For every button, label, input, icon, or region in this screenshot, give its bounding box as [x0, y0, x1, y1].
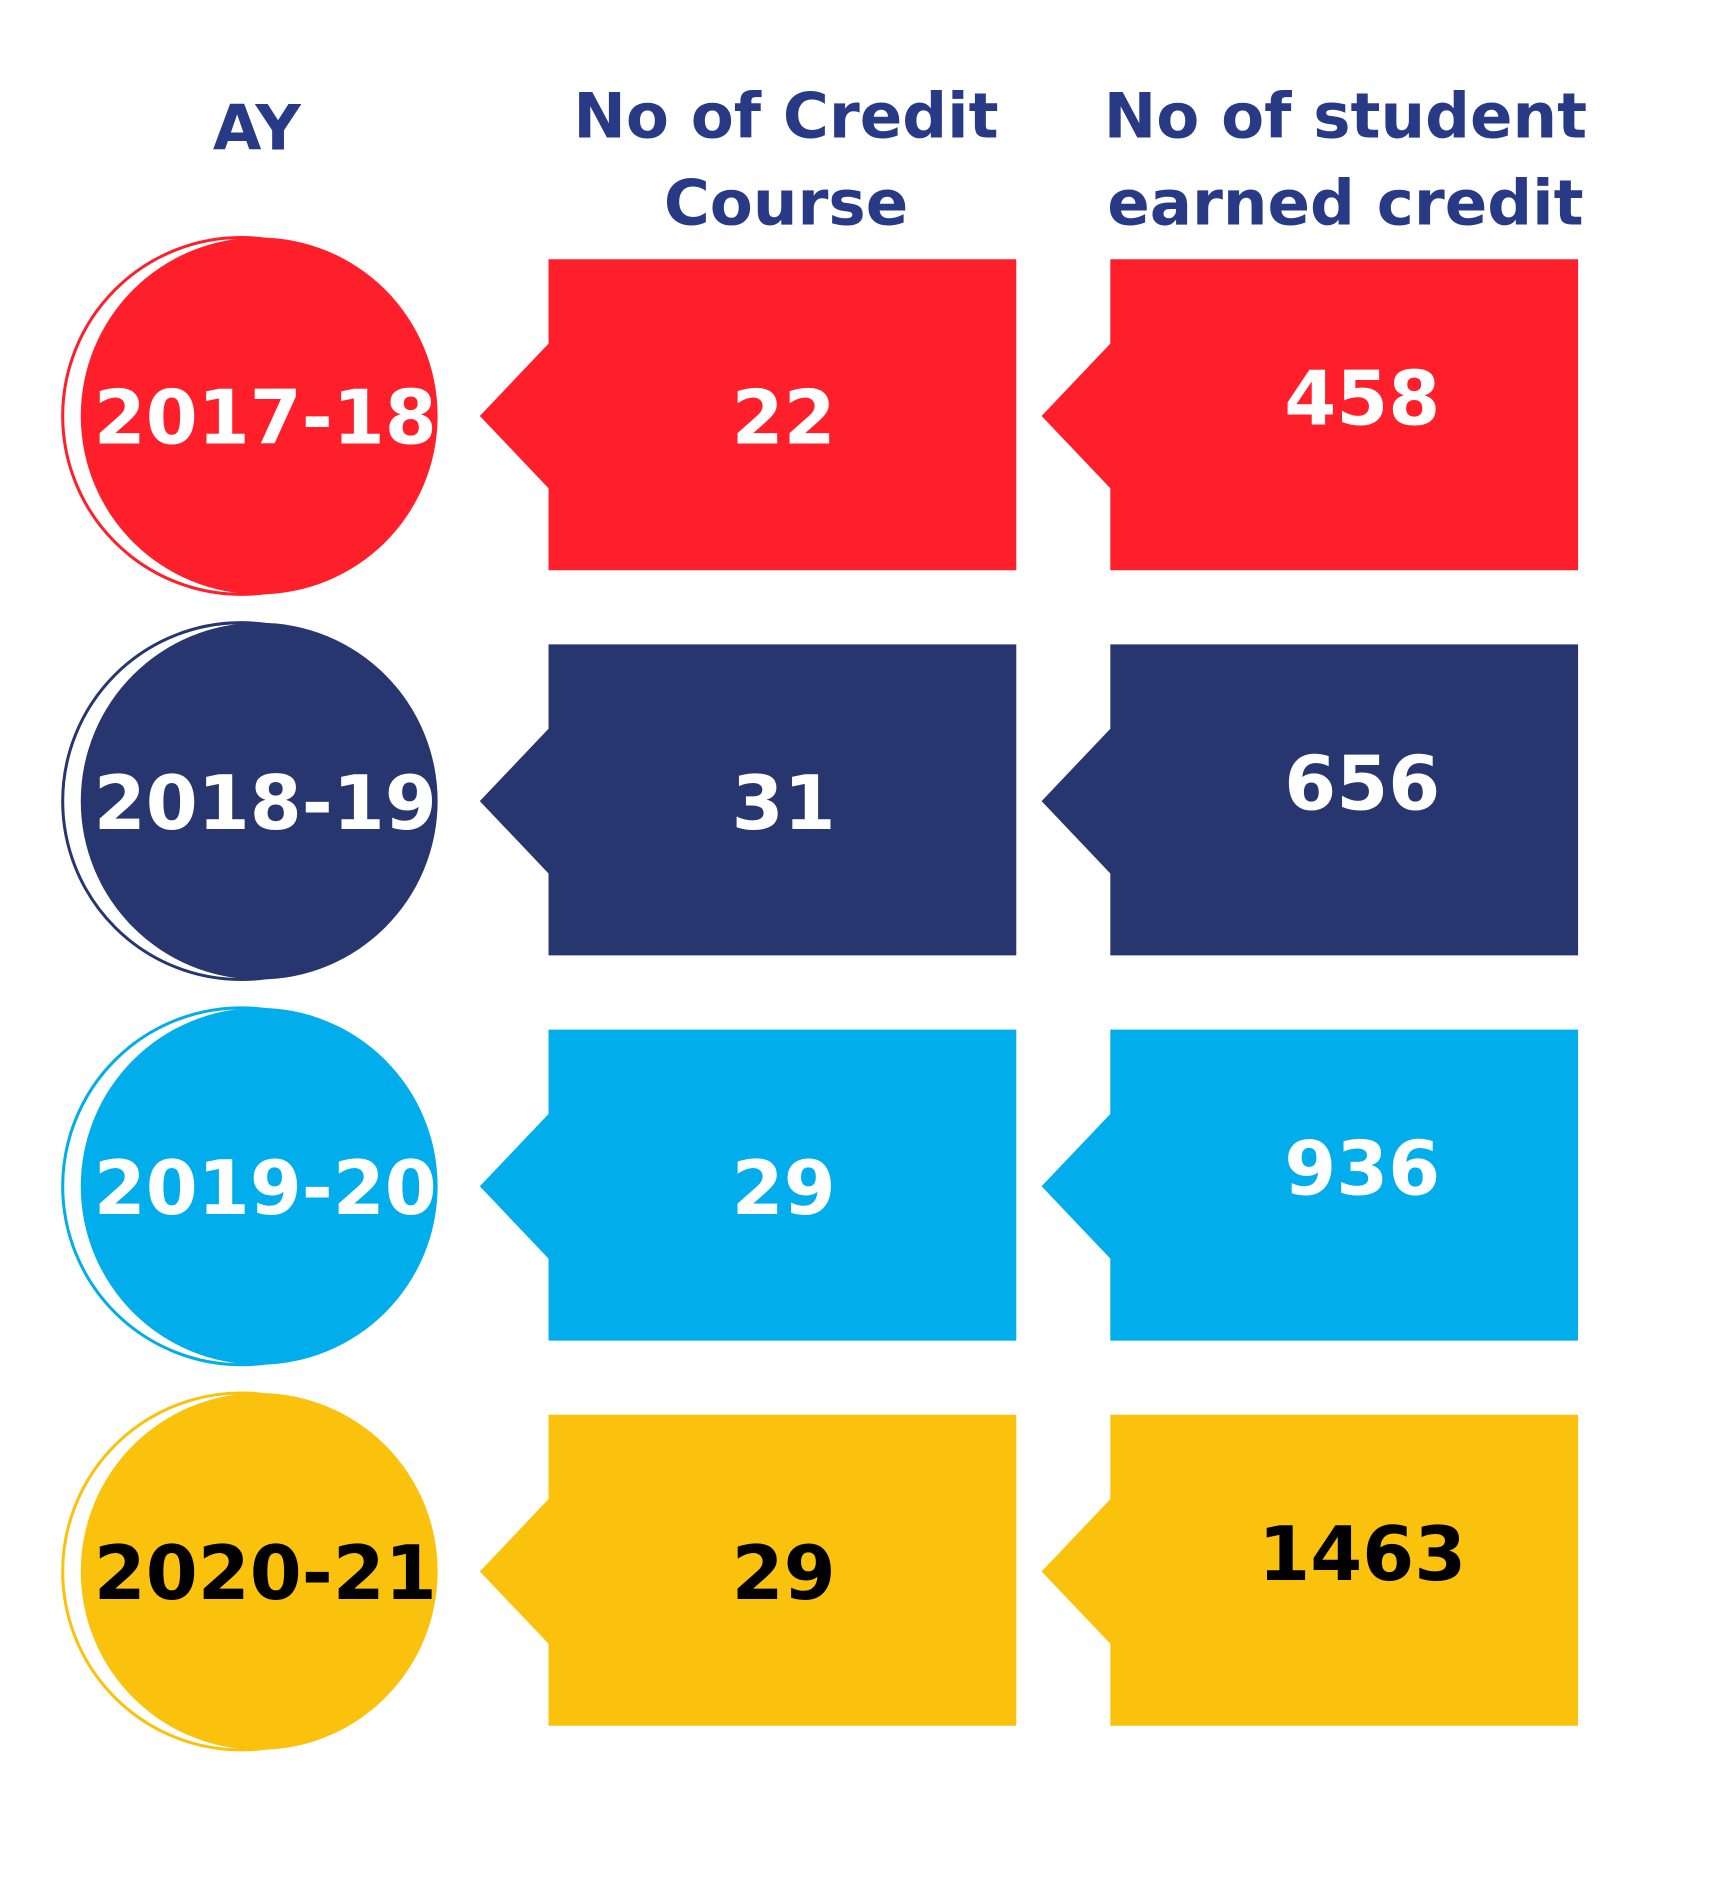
courses-box	[479, 1414, 1017, 1726]
year-label: 2019-20	[94, 1145, 437, 1232]
students-box	[1041, 1414, 1579, 1726]
students-value: 458	[1284, 355, 1440, 442]
year-label: 2017-18	[94, 375, 437, 462]
students-value: 656	[1284, 741, 1440, 828]
students-box	[1041, 259, 1579, 571]
students-box	[1041, 644, 1579, 956]
header-courses: Course	[664, 166, 908, 239]
year-circle	[80, 1007, 438, 1365]
courses-box	[479, 1029, 1017, 1341]
courses-box	[479, 259, 1017, 571]
courses-value: 22	[732, 375, 836, 462]
header-courses: No of Credit	[573, 80, 998, 153]
courses-value: 29	[732, 1145, 836, 1232]
students-value: 936	[1284, 1126, 1440, 1213]
year-circle	[80, 622, 438, 980]
year-circle	[80, 1393, 438, 1750]
header-year: AY	[213, 92, 302, 165]
courses-value: 31	[732, 760, 836, 847]
students-value: 1463	[1258, 1511, 1466, 1598]
year-label: 2020-21	[94, 1530, 437, 1617]
year-label: 2018-19	[94, 760, 437, 847]
courses-value: 29	[732, 1530, 836, 1617]
year-circle	[80, 237, 438, 595]
header-students: No of student	[1104, 80, 1587, 153]
courses-box	[479, 644, 1017, 956]
header-students: earned credit	[1107, 166, 1583, 239]
students-box	[1041, 1029, 1579, 1341]
